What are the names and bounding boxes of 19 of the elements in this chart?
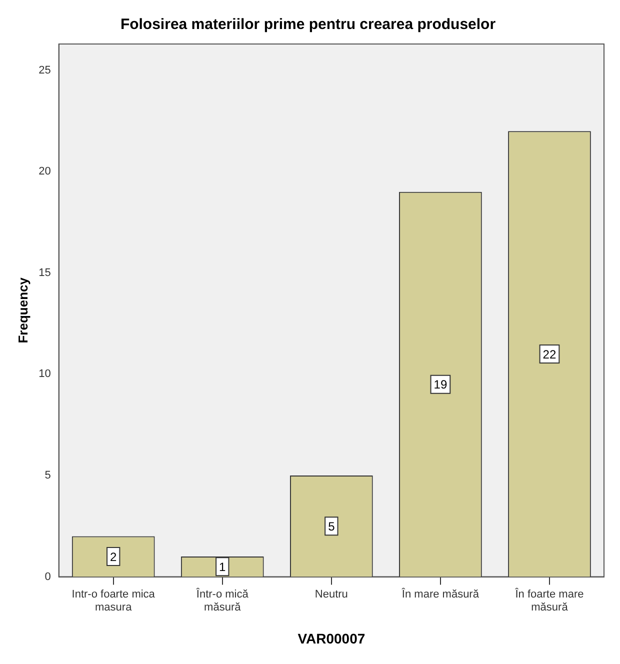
y-axis-title: Frequency [15, 276, 30, 344]
x-tick-label: Neutru [314, 588, 348, 600]
data-label: 5 [328, 519, 336, 534]
x-tick-label: Intr-o foarte mica masura [72, 588, 156, 614]
y-tick-label: 20 [38, 166, 51, 178]
y-tick-label: 25 [38, 64, 51, 76]
data-label: 1 [219, 560, 226, 574]
x-axis-title: VAR00007 [298, 630, 366, 646]
y-tick-label: 5 [44, 470, 51, 482]
x-tick-label: În mare măsură [400, 587, 480, 600]
y-tick-label: 0 [44, 570, 51, 583]
x-tick-label: Într-o mică măsură [195, 587, 250, 614]
data-label: 19 [434, 378, 448, 392]
y-tick-label: 15 [38, 266, 51, 279]
chart-title: Folosirea materiilor prime pentru crearea produselor [120, 16, 496, 34]
data-label: 22 [542, 347, 556, 362]
y-tick-label: 10 [38, 368, 51, 380]
data-label: 2 [110, 550, 118, 564]
x-tick-label: În foarte mare măsură [514, 587, 584, 614]
